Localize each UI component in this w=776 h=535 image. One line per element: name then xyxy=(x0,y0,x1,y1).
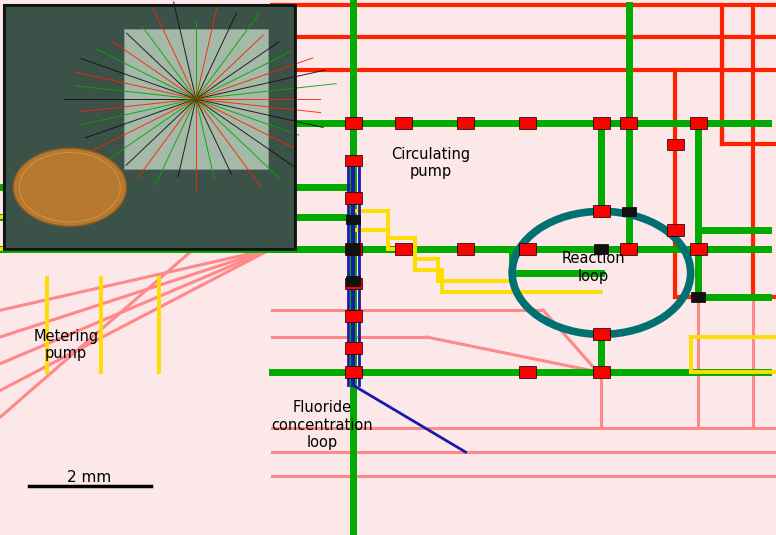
Text: Metering
pump: Metering pump xyxy=(33,329,99,361)
Text: 2 mm: 2 mm xyxy=(67,470,112,485)
Bar xyxy=(346,244,360,254)
Bar xyxy=(519,366,536,378)
Bar xyxy=(593,117,610,129)
Bar xyxy=(4,5,295,249)
Bar xyxy=(395,117,412,129)
Bar xyxy=(395,243,412,255)
Bar xyxy=(691,292,705,302)
Bar xyxy=(519,117,536,129)
Bar xyxy=(519,243,536,255)
Text: Fluoride
concentration
loop: Fluoride concentration loop xyxy=(272,400,372,450)
Bar xyxy=(345,278,362,289)
Bar xyxy=(346,276,360,286)
Bar xyxy=(667,224,684,236)
Text: Circulating
pump: Circulating pump xyxy=(391,147,470,179)
Bar xyxy=(345,192,362,204)
Bar xyxy=(593,328,610,340)
Bar xyxy=(667,139,684,150)
Bar xyxy=(4,5,295,249)
Bar xyxy=(622,207,636,216)
Circle shape xyxy=(13,148,126,226)
Bar xyxy=(457,243,474,255)
Text: Reaction
loop: Reaction loop xyxy=(562,251,625,284)
Bar xyxy=(594,244,608,254)
Bar xyxy=(345,310,362,322)
Bar xyxy=(345,117,362,129)
Bar xyxy=(457,117,474,129)
Bar xyxy=(345,155,362,166)
Bar xyxy=(345,366,362,378)
Bar xyxy=(620,117,637,129)
Bar xyxy=(345,342,362,354)
Bar xyxy=(690,243,707,255)
Bar xyxy=(690,117,707,129)
Bar xyxy=(620,243,637,255)
Bar xyxy=(124,29,268,169)
Bar xyxy=(345,243,362,255)
Bar xyxy=(593,366,610,378)
Bar xyxy=(346,215,360,224)
Bar xyxy=(593,205,610,217)
